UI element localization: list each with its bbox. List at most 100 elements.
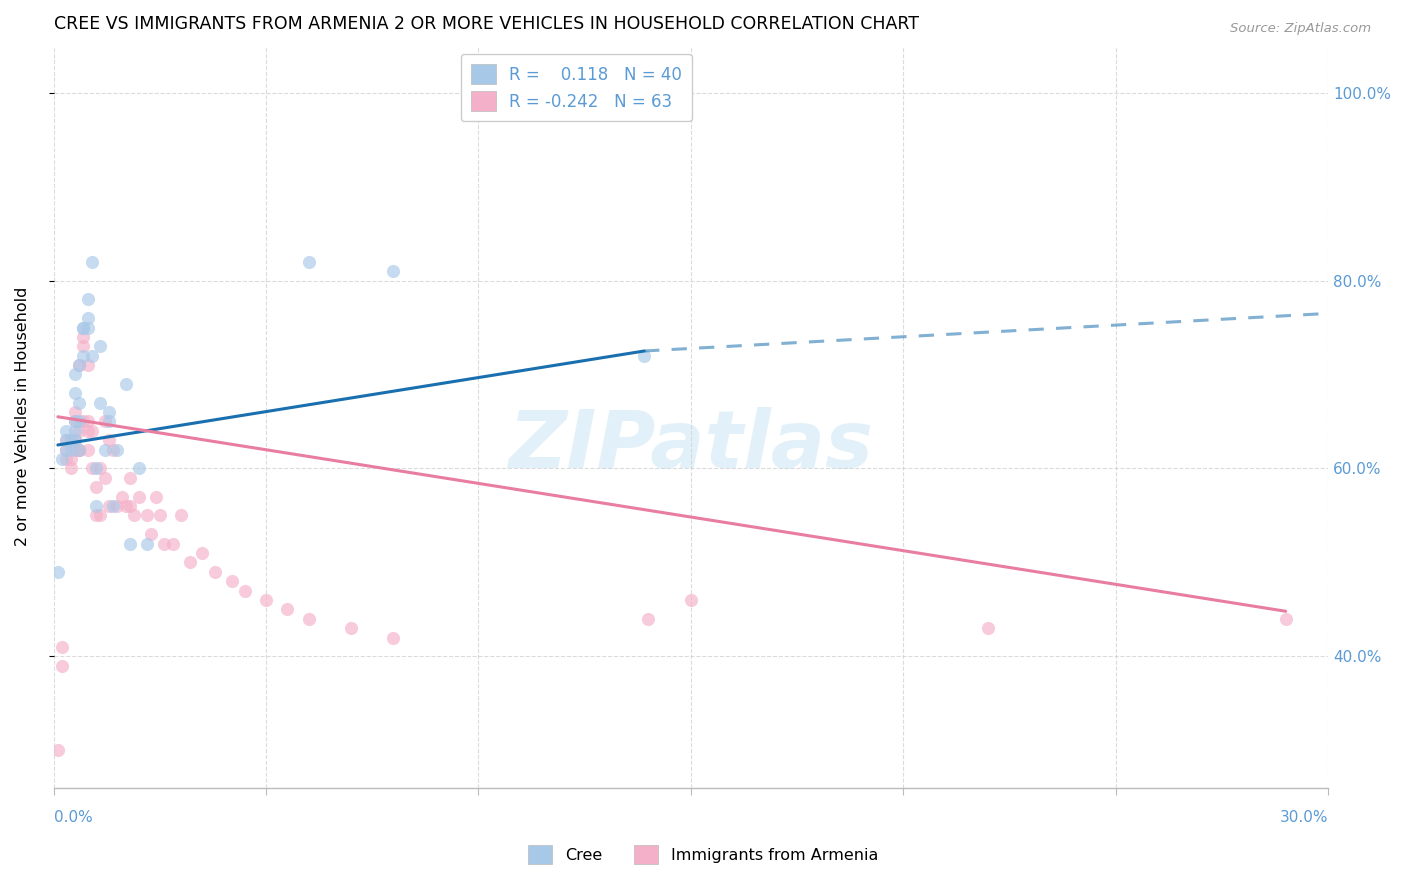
- Point: [114, 499, 136, 513]
- Point: [136, 536, 159, 550]
- Point: [170, 508, 193, 523]
- Point: [153, 536, 176, 550]
- Point: [136, 508, 159, 523]
- Point: [120, 536, 142, 550]
- Point: [76, 293, 98, 307]
- Point: [63, 368, 86, 382]
- Point: [55, 442, 77, 457]
- Point: [67, 442, 90, 457]
- Point: [204, 565, 226, 579]
- Point: [63, 442, 86, 457]
- Point: [84, 499, 107, 513]
- Point: [97, 414, 120, 428]
- Point: [72, 320, 94, 334]
- Point: [141, 527, 163, 541]
- Point: [55, 424, 77, 438]
- Point: [120, 471, 142, 485]
- Point: [67, 424, 90, 438]
- Point: [149, 508, 172, 523]
- Point: [110, 490, 132, 504]
- Point: [63, 414, 86, 428]
- Point: [276, 602, 298, 616]
- Point: [101, 499, 124, 513]
- Point: [63, 424, 86, 438]
- Point: [179, 555, 201, 569]
- Point: [76, 442, 98, 457]
- Point: [93, 442, 115, 457]
- Point: [51, 452, 73, 467]
- Point: [72, 330, 94, 344]
- Point: [59, 452, 82, 467]
- Point: [1274, 612, 1296, 626]
- Point: [63, 414, 86, 428]
- Point: [93, 471, 115, 485]
- Point: [72, 349, 94, 363]
- Text: CREE VS IMMIGRANTS FROM ARMENIA 2 OR MORE VEHICLES IN HOUSEHOLD CORRELATION CHAR: CREE VS IMMIGRANTS FROM ARMENIA 2 OR MOR…: [53, 15, 918, 33]
- Text: Source: ZipAtlas.com: Source: ZipAtlas.com: [1230, 22, 1371, 36]
- Point: [51, 658, 73, 673]
- Point: [89, 339, 111, 353]
- Text: 0.0%: 0.0%: [53, 810, 93, 825]
- Y-axis label: 2 or more Vehicles in Household: 2 or more Vehicles in Household: [15, 287, 30, 547]
- Point: [76, 424, 98, 438]
- Point: [59, 434, 82, 448]
- Text: ZIPatlas: ZIPatlas: [509, 408, 873, 485]
- Point: [67, 442, 90, 457]
- Point: [59, 461, 82, 475]
- Point: [46, 743, 69, 757]
- Point: [89, 461, 111, 475]
- Point: [221, 574, 243, 589]
- Point: [124, 508, 146, 523]
- Point: [120, 499, 142, 513]
- Point: [84, 508, 107, 523]
- Point: [72, 320, 94, 334]
- Point: [55, 434, 77, 448]
- Point: [63, 386, 86, 401]
- Point: [977, 621, 1000, 635]
- Legend: R =    0.118   N = 40, R = -0.242   N = 63: R = 0.118 N = 40, R = -0.242 N = 63: [461, 54, 692, 121]
- Point: [297, 254, 319, 268]
- Point: [67, 358, 90, 372]
- Point: [128, 461, 150, 475]
- Point: [51, 640, 73, 654]
- Point: [254, 593, 277, 607]
- Point: [637, 612, 659, 626]
- Point: [679, 593, 702, 607]
- Point: [80, 349, 103, 363]
- Point: [76, 311, 98, 326]
- Point: [67, 395, 90, 409]
- Point: [89, 395, 111, 409]
- Legend: Cree, Immigrants from Armenia: Cree, Immigrants from Armenia: [522, 838, 884, 871]
- Point: [67, 414, 90, 428]
- Point: [93, 414, 115, 428]
- Point: [76, 414, 98, 428]
- Point: [63, 434, 86, 448]
- Point: [162, 536, 184, 550]
- Point: [59, 434, 82, 448]
- Point: [101, 442, 124, 457]
- Point: [633, 349, 655, 363]
- Point: [105, 442, 128, 457]
- Point: [80, 254, 103, 268]
- Point: [80, 424, 103, 438]
- Point: [80, 461, 103, 475]
- Point: [46, 565, 69, 579]
- Point: [114, 376, 136, 391]
- Point: [97, 499, 120, 513]
- Point: [191, 546, 214, 560]
- Point: [297, 612, 319, 626]
- Point: [97, 405, 120, 419]
- Point: [76, 320, 98, 334]
- Point: [67, 442, 90, 457]
- Point: [128, 490, 150, 504]
- Point: [145, 490, 167, 504]
- Point: [89, 508, 111, 523]
- Point: [97, 434, 120, 448]
- Point: [84, 461, 107, 475]
- Point: [233, 583, 256, 598]
- Point: [55, 442, 77, 457]
- Point: [76, 358, 98, 372]
- Point: [84, 480, 107, 494]
- Point: [105, 499, 128, 513]
- Point: [382, 264, 405, 278]
